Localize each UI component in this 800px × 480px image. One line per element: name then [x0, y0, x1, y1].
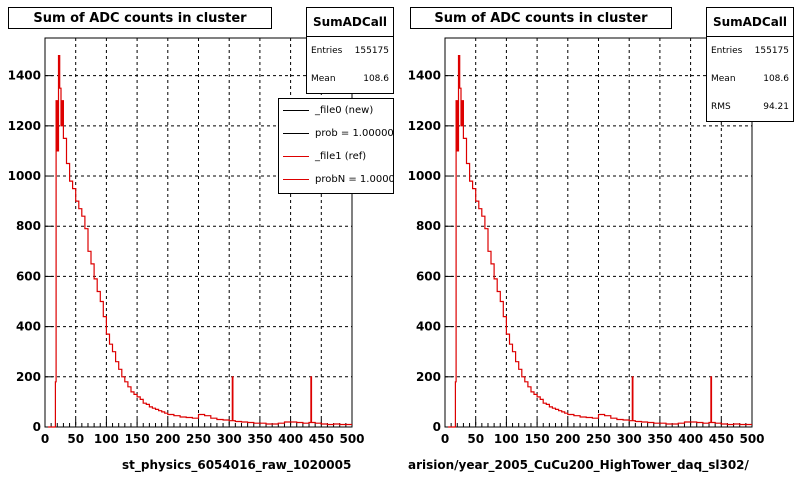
x-tick-label: 500 [339, 432, 364, 446]
x-tick-label: 250 [186, 432, 211, 446]
stats-row-entries: Entries 155175 [707, 37, 793, 65]
x-tick-label: 0 [41, 432, 49, 446]
y-tick-label: 400 [16, 320, 41, 334]
x-tick-label: 100 [94, 432, 119, 446]
x-tick-label: 350 [247, 432, 272, 446]
x-tick-label: 150 [125, 432, 150, 446]
legend-label: _file0 (new) [315, 105, 374, 116]
stats-value: 108.6 [363, 74, 389, 84]
stats-label: RMS [711, 102, 731, 112]
stats-row-mean: Mean 108.6 [307, 65, 393, 93]
chart-title-left: Sum of ADC counts in cluster [8, 7, 272, 29]
legend-entry: prob = 1.000000 [279, 122, 393, 145]
x-tick-label: 50 [67, 432, 84, 446]
stats-label: Mean [711, 74, 736, 84]
x-tick-label: 450 [709, 432, 734, 446]
y-tick-label: 1200 [8, 119, 41, 133]
stats-name: SumADCall [707, 8, 793, 37]
y-tick-label: 1000 [8, 169, 41, 183]
legend-box: _file0 (new) prob = 1.000000 _file1 (ref… [278, 98, 394, 194]
histogram-panel-right: 0 50 100 150 200 250 300 350 400 450 500 0 200 400 600… [400, 0, 800, 480]
y-tick-label: 1400 [408, 69, 441, 83]
stats-value: 94.21 [763, 102, 789, 112]
stats-label: Mean [311, 74, 336, 84]
stats-row-mean: Mean 108.6 [707, 65, 793, 93]
x-axis-label-left: st_physics_6054016_raw_1020005 [122, 458, 352, 472]
y-tick-label: 1000 [408, 169, 441, 183]
stats-label: Entries [711, 46, 743, 56]
x-tick-label: 50 [467, 432, 484, 446]
y-tick-label: 0 [433, 420, 441, 434]
x-tick-label: 500 [739, 432, 764, 446]
stats-box-left: SumADCall Entries 155175 Mean 108.6 [306, 7, 394, 94]
y-tick-label: 600 [416, 269, 441, 283]
legend-swatch [283, 179, 309, 180]
x-tick-label: 200 [155, 432, 180, 446]
x-tick-label: 400 [278, 432, 303, 446]
y-tick-label: 200 [416, 370, 441, 384]
legend-swatch [283, 133, 309, 134]
histogram-panel-left: 0 50 100 150 200 250 300 350 400 450 500 0 200 400 600… [8, 7, 394, 472]
legend-swatch [283, 156, 309, 157]
x-tick-label: 450 [309, 432, 334, 446]
y-tick-label: 1200 [408, 119, 441, 133]
stats-name: SumADCall [307, 8, 393, 37]
legend-label: probN = 1.000000 [315, 174, 394, 185]
x-tick-label: 200 [555, 432, 580, 446]
x-axis-label-right: arision/year_2005_CuCu200_HighTower_daq_… [408, 458, 749, 472]
y-tick-label: 800 [416, 219, 441, 233]
legend-label: prob = 1.000000 [315, 128, 394, 139]
x-tick-label: 400 [678, 432, 703, 446]
stats-value: 155175 [354, 46, 389, 56]
x-tick-label: 300 [217, 432, 242, 446]
stats-box-right: SumADCall Entries 155175 Mean 108.6 RMS … [706, 7, 794, 122]
histogram-series-line [48, 55, 352, 428]
y-tick-label: 800 [16, 219, 41, 233]
x-tick-label: 250 [586, 432, 611, 446]
legend-entry: _file0 (new) [279, 99, 393, 122]
legend-entry: _file1 (ref) [279, 145, 393, 168]
x-tick-label: 0 [441, 432, 449, 446]
y-tick-label: 600 [16, 269, 41, 283]
stats-row-entries: Entries 155175 [307, 37, 393, 65]
stats-value: 108.6 [763, 74, 789, 84]
y-tick-label: 400 [416, 320, 441, 334]
y-tick-label: 200 [16, 370, 41, 384]
x-tick-label: 150 [525, 432, 550, 446]
chart-title-right: Sum of ADC counts in cluster [410, 7, 672, 29]
y-tick-label: 1400 [8, 69, 41, 83]
legend-label: _file1 (ref) [315, 151, 367, 162]
legend-entry: probN = 1.000000 [279, 168, 393, 191]
histogram-plot-right: 0 50 100 150 200 250 300 350 400 450 500 0 200 400 600… [408, 37, 765, 446]
x-tick-label: 350 [647, 432, 672, 446]
legend-swatch [283, 110, 309, 111]
stats-label: Entries [311, 46, 343, 56]
x-tick-label: 100 [494, 432, 519, 446]
x-tick-label: 300 [617, 432, 642, 446]
y-tick-label: 0 [33, 420, 41, 434]
stats-value: 155175 [754, 46, 789, 56]
stats-row-rms: RMS 94.21 [707, 93, 793, 121]
histogram-series-line [448, 55, 752, 428]
